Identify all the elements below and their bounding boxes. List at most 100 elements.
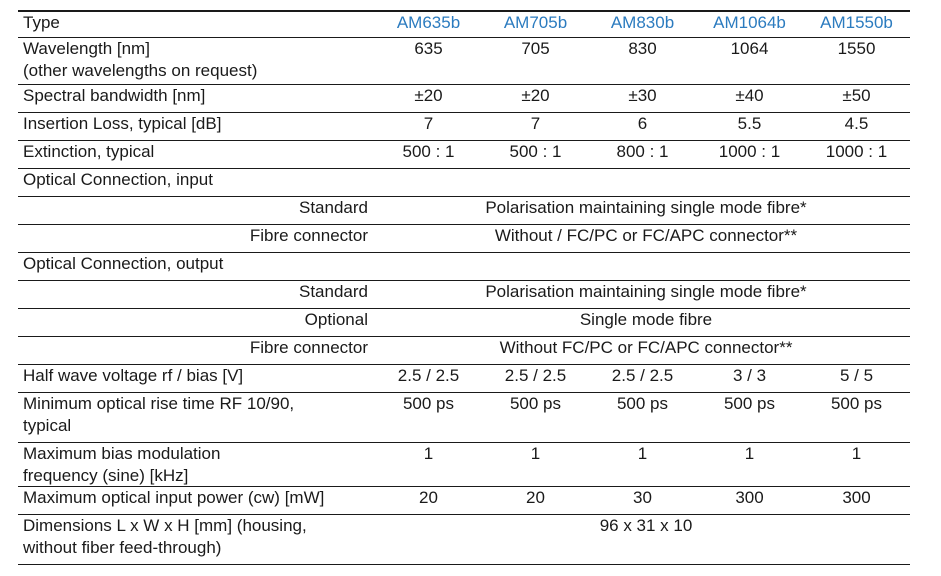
value-cell: 1 bbox=[530, 444, 541, 463]
row-values: ±20 ±20 ±30 ±40 ±50 bbox=[373, 85, 910, 112]
value-cell: 500 ps bbox=[616, 394, 669, 413]
value-cell: 1000 : 1 bbox=[718, 142, 781, 161]
row-label: Maximum optical input power (cw) [mW] bbox=[23, 488, 325, 507]
value-cell: ±40 bbox=[735, 86, 764, 105]
span-value bbox=[382, 253, 910, 280]
row-label: Half wave voltage rf / bias [V] bbox=[23, 366, 244, 385]
spec-table: Type AM635b AM705b AM830b AM1064b AM1550b Wave… bbox=[18, 10, 910, 565]
row-values: 7 7 6 5.5 4.5 bbox=[373, 113, 910, 140]
value-cell: 500 ps bbox=[402, 394, 455, 413]
model-am635b: AM635b bbox=[396, 13, 461, 32]
model-am705b: AM705b bbox=[503, 13, 568, 32]
row-label: Fibre connector bbox=[249, 226, 368, 245]
value-cell: 30 bbox=[633, 488, 652, 507]
row-label: Wavelength [nm] (other wavelengths on req… bbox=[23, 39, 258, 80]
table-row: Fibre connector Without / FC/PC or FC/APC… bbox=[18, 225, 910, 253]
row-values: 20 20 30 300 300 bbox=[373, 487, 910, 514]
value-cell: 1 bbox=[637, 444, 648, 463]
row-values: 2.5 / 2.5 2.5 / 2.5 2.5 / 2.5 3 / 3 5 / 5 bbox=[373, 365, 910, 392]
value-cell: 5.5 bbox=[737, 114, 762, 133]
value-cell: 2.5 / 2.5 bbox=[611, 366, 674, 385]
value-cell: 20 bbox=[419, 488, 438, 507]
header-label: Type bbox=[23, 13, 60, 32]
value-cell: 300 bbox=[842, 488, 871, 507]
value-cell: 1064 bbox=[730, 39, 769, 58]
span-value: Without FC/PC or FC/APC connector** bbox=[499, 338, 793, 357]
table-row: Optical Connection, output bbox=[18, 253, 910, 281]
value-cell: 500 ps bbox=[830, 394, 883, 413]
value-cell: 1 bbox=[423, 444, 434, 463]
row-label: Spectral bandwidth [nm] bbox=[23, 86, 206, 105]
row-label: Minimum optical rise time RF 10/90, typic… bbox=[23, 394, 295, 435]
header-row: Type AM635b AM705b AM830b AM1064b AM1550b bbox=[18, 10, 910, 38]
table-row: Insertion Loss, typical [dB] 7 7 6 5.5 4.5 bbox=[18, 113, 910, 141]
value-cell: 20 bbox=[526, 488, 545, 507]
row-label: Standard bbox=[299, 282, 368, 301]
row-label: Standard bbox=[299, 198, 368, 217]
table-row: Extinction, typical 500 : 1 500 : 1 800 : 1… bbox=[18, 141, 910, 169]
row-values: Without FC/PC or FC/APC connector** bbox=[380, 337, 910, 364]
value-cell: 500 ps bbox=[723, 394, 776, 413]
row-values: Without / FC/PC or FC/APC connector** bbox=[380, 225, 910, 252]
table-row: Standard Polarisation maintaining single … bbox=[18, 281, 910, 309]
row-label: Fibre connector bbox=[249, 338, 368, 357]
value-cell: 705 bbox=[521, 39, 550, 58]
model-am1550b: AM1550b bbox=[820, 13, 893, 32]
value-cell: 1 bbox=[744, 444, 755, 463]
span-value: Polarisation maintaining single mode fib… bbox=[485, 282, 807, 301]
table-row: Optical Connection, input bbox=[18, 169, 910, 197]
value-cell: 830 bbox=[628, 39, 657, 58]
row-label: Optional bbox=[304, 310, 368, 329]
value-cell: 1000 : 1 bbox=[825, 142, 888, 161]
row-label: Insertion Loss, typical [dB] bbox=[23, 114, 222, 133]
value-cell: 1 bbox=[851, 444, 862, 463]
value-cell: 7 bbox=[530, 114, 541, 133]
value-cell: ±50 bbox=[842, 86, 871, 105]
value-cell: 3 / 3 bbox=[732, 366, 767, 385]
row-values bbox=[380, 253, 910, 280]
value-cell: 500 : 1 bbox=[402, 142, 455, 161]
row-values: Single mode fibre bbox=[380, 309, 910, 336]
span-value: Polarisation maintaining single mode fib… bbox=[485, 198, 807, 217]
row-values: 635 705 830 1064 1550 bbox=[373, 38, 910, 84]
value-cell: 2.5 / 2.5 bbox=[504, 366, 567, 385]
row-label: Optical Connection, output bbox=[23, 254, 224, 273]
value-cell: 1550 bbox=[837, 39, 876, 58]
value-cell: 4.5 bbox=[844, 114, 869, 133]
span-value: Without / FC/PC or FC/APC connector** bbox=[494, 226, 798, 245]
table-row: Maximum bias modulation frequency (sine) … bbox=[18, 443, 910, 487]
table-row: Optional Single mode fibre bbox=[18, 309, 910, 337]
row-label: Dimensions L x W x H [mm] (housing, witho… bbox=[23, 516, 307, 557]
row-label: Optical Connection, input bbox=[23, 170, 213, 189]
row-values: 500 : 1 500 : 1 800 : 1 1000 : 1 1000 : 1 bbox=[373, 141, 910, 168]
model-am830b: AM830b bbox=[610, 13, 675, 32]
value-cell: 635 bbox=[414, 39, 443, 58]
value-cell: 7 bbox=[423, 114, 434, 133]
row-values: 96 x 31 x 10 bbox=[380, 515, 910, 564]
row-values: Polarisation maintaining single mode fib… bbox=[380, 281, 910, 308]
value-cell: 6 bbox=[637, 114, 648, 133]
value-cell: 500 ps bbox=[509, 394, 562, 413]
table-row: Minimum optical rise time RF 10/90, typic… bbox=[18, 393, 910, 443]
value-cell: 2.5 / 2.5 bbox=[397, 366, 460, 385]
value-cell: 500 : 1 bbox=[509, 142, 562, 161]
row-values bbox=[380, 169, 910, 196]
table-row: Standard Polarisation maintaining single … bbox=[18, 197, 910, 225]
value-cell: 300 bbox=[735, 488, 764, 507]
table-row: Spectral bandwidth [nm] ±20 ±20 ±30 ±40 ±50 bbox=[18, 85, 910, 113]
table-row: Half wave voltage rf / bias [V] 2.5 / 2.5… bbox=[18, 365, 910, 393]
row-values: 500 ps 500 ps 500 ps 500 ps 500 ps bbox=[373, 393, 910, 442]
span-value: 96 x 31 x 10 bbox=[599, 516, 693, 535]
value-cell: ±20 bbox=[521, 86, 550, 105]
row-values: 1 1 1 1 1 bbox=[373, 443, 910, 486]
value-cell: 800 : 1 bbox=[616, 142, 669, 161]
span-value bbox=[382, 169, 910, 196]
row-label: Extinction, typical bbox=[23, 142, 155, 161]
header-models: AM635b AM705b AM830b AM1064b AM1550b bbox=[373, 12, 910, 37]
table-row: Dimensions L x W x H [mm] (housing, witho… bbox=[18, 515, 910, 565]
table-row: Maximum optical input power (cw) [mW] 20 2… bbox=[18, 487, 910, 515]
value-cell: ±20 bbox=[414, 86, 443, 105]
value-cell: 5 / 5 bbox=[839, 366, 874, 385]
span-value: Single mode fibre bbox=[579, 310, 713, 329]
model-am1064b: AM1064b bbox=[713, 13, 786, 32]
